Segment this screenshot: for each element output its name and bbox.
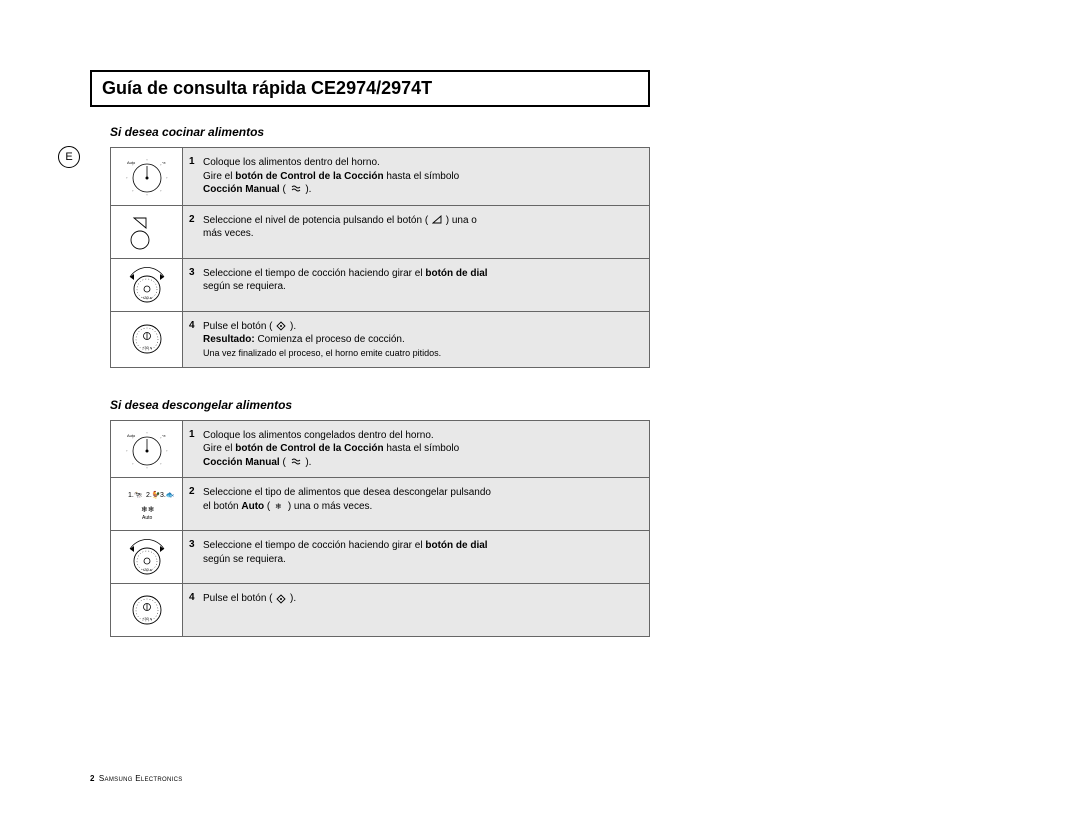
step-number: 1 [183,148,201,205]
instruction-section: Si desea cocinar alimentos ◦ ◦ ◦ ◦ ◦ ◦ ◦… [110,125,650,368]
svg-text:◦: ◦ [146,157,148,162]
step-text: Seleccione el tiempo de cocción haciendo… [201,259,649,311]
step-diagram-icon: 1.🐄 2.🐓 3.🐟 ❄❄ Auto [111,478,183,530]
section-title: Si desea cocinar alimentos [110,125,650,139]
svg-text:2.🐓: 2.🐓 [146,490,161,499]
svg-text:◦: ◦ [146,430,148,435]
svg-text:+30 s: +30 s [142,345,152,350]
page-title: Guía de consulta rápida CE2974/2974T [102,78,638,99]
step-row: ◦ ◦ ◦ ◦ ◦ ◦ ◦ ◦ Auto ↝ 1Coloque los alim… [110,420,650,479]
step-row: +30 s 4Pulse el botón ( ).Resultado: Com… [110,312,650,368]
step-row: 2Seleccione el nivel de potencia pulsand… [110,206,650,259]
svg-text:◦: ◦ [166,175,168,180]
step-diagram-icon: ◦ ◦ ◦ ◦ ◦ ◦ ◦ ◦ Auto ↝ [111,148,183,205]
brand-label: Samsung Electronics [99,774,183,783]
svg-text:◦: ◦ [160,188,162,193]
svg-text:◦: ◦ [126,175,128,180]
step-diagram-icon: +30 s [111,312,183,367]
step-diagram-icon: +30 s [111,584,183,636]
svg-text:❄❄: ❄❄ [141,505,154,514]
svg-text:❄: ❄ [275,502,282,511]
page-footer: 2 Samsung Electronics [90,774,183,783]
instruction-section: Si desea descongelar alimentos ◦ ◦ ◦ ◦ ◦… [110,398,650,638]
svg-text:+30 s: +30 s [142,616,152,621]
triangle-icon [432,215,442,224]
step-text: Coloque los alimentos dentro del horno.G… [201,148,649,205]
language-marker-label: E [65,151,72,163]
svg-text:◦: ◦ [132,461,134,466]
step-diagram-icon: +30 s [111,259,183,311]
step-text: Seleccione el tipo de alimentos que dese… [201,478,649,530]
step-number: 4 [183,584,201,636]
title-bar: Guía de consulta rápida CE2974/2974T [90,70,650,107]
start-icon [276,594,286,604]
step-number: 3 [183,259,201,311]
svg-text:Auto: Auto [127,160,136,165]
svg-text:↝: ↝ [162,433,166,438]
step-row: +30 s 3Seleccione el tiempo de cocción h… [110,531,650,584]
svg-text:↝: ↝ [162,160,166,165]
svg-text:3.🐟: 3.🐟 [160,492,175,499]
svg-text:1.🐄: 1.🐄 [128,491,143,499]
step-diagram-icon [111,206,183,258]
svg-text:◦: ◦ [160,461,162,466]
auto-icon: ❄ [274,501,284,511]
svg-text:◦: ◦ [146,465,148,470]
step-text: Seleccione el nivel de potencia pulsando… [201,206,649,258]
section-title: Si desea descongelar alimentos [110,398,650,412]
step-row: 1.🐄 2.🐓 3.🐟 ❄❄ Auto 2Seleccione el tipo … [110,478,650,531]
manual-icon [290,184,302,194]
step-number: 2 [183,206,201,258]
step-number: 3 [183,531,201,583]
svg-text:+30 s: +30 s [142,295,152,300]
svg-text:Auto: Auto [127,433,136,438]
language-marker: E [58,146,80,168]
step-number: 1 [183,421,201,478]
svg-text:Auto: Auto [142,515,153,521]
manual-icon [290,457,302,467]
step-text: Seleccione el tiempo de cocción haciendo… [201,531,649,583]
step-row: ◦ ◦ ◦ ◦ ◦ ◦ ◦ ◦ Auto ↝ 1Coloque los alim… [110,147,650,206]
svg-text:◦: ◦ [132,188,134,193]
start-icon [276,321,286,331]
step-text: Pulse el botón ( ). [201,584,649,636]
step-row: +30 s 4Pulse el botón ( ). [110,584,650,637]
svg-text:◦: ◦ [166,448,168,453]
step-text: Coloque los alimentos congelados dentro … [201,421,649,478]
step-diagram-icon: +30 s [111,531,183,583]
svg-text:+30 s: +30 s [142,567,152,572]
step-diagram-icon: ◦ ◦ ◦ ◦ ◦ ◦ ◦ ◦ Auto ↝ [111,421,183,478]
step-number: 2 [183,478,201,530]
page-number: 2 [90,774,94,783]
step-number: 4 [183,312,201,367]
step-text: Pulse el botón ( ).Resultado: Comienza e… [201,312,649,367]
svg-text:◦: ◦ [126,448,128,453]
step-row: +30 s 3Seleccione el tiempo de cocción h… [110,259,650,312]
svg-text:◦: ◦ [146,192,148,197]
